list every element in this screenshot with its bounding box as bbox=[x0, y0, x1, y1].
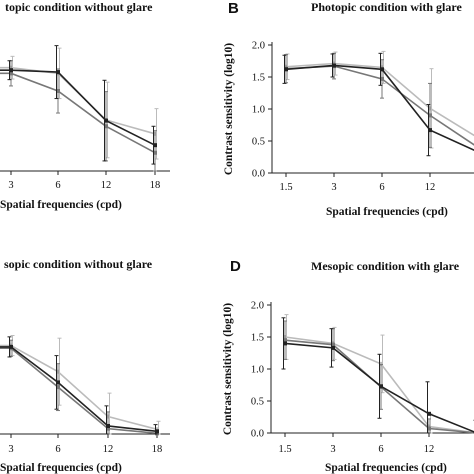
data-point bbox=[106, 423, 110, 428]
x-axis-label: Spatial frequencies (cpd) bbox=[325, 462, 447, 474]
y-tick-label: 0.0 bbox=[251, 429, 264, 440]
panel-title: topic condition without glare bbox=[5, 0, 153, 14]
x-tick-label: 12 bbox=[425, 182, 436, 193]
data-point bbox=[380, 76, 384, 81]
data-point bbox=[283, 341, 287, 346]
data-point bbox=[56, 88, 60, 93]
panel-a: topic condition without glare 3 6 12 18 Spati… bbox=[0, 0, 170, 211]
x-tick-label: 6 bbox=[55, 444, 60, 455]
y-axis-label: Contrast sensitivity (log10) bbox=[223, 43, 235, 175]
x-tick-label: 3 bbox=[8, 180, 13, 191]
y-tick-label: 1.5 bbox=[252, 73, 265, 84]
data-point bbox=[56, 70, 60, 75]
y-tick-label: 1.5 bbox=[251, 333, 264, 344]
data-point bbox=[428, 128, 432, 133]
data-point bbox=[56, 380, 60, 385]
x-tick-label: 3 bbox=[8, 444, 13, 455]
data-point bbox=[427, 411, 431, 416]
data-point bbox=[332, 63, 336, 68]
panel-title: Mesopic condition with glare bbox=[311, 259, 460, 273]
data-point bbox=[155, 429, 159, 434]
x-tick-label: 12 bbox=[101, 180, 112, 191]
data-point bbox=[9, 344, 13, 349]
data-point bbox=[153, 143, 157, 148]
series-2 bbox=[0, 339, 159, 436]
series-line bbox=[0, 72, 156, 154]
series-1 bbox=[282, 52, 474, 157]
y-tick-label: 2.0 bbox=[251, 301, 264, 312]
y-tick-label: 0.5 bbox=[252, 137, 265, 148]
series-1 bbox=[0, 336, 159, 435]
data-point bbox=[56, 385, 60, 390]
data-point bbox=[331, 342, 335, 347]
x-tick-label: 3 bbox=[330, 444, 335, 455]
x-tick-label: 6 bbox=[379, 182, 384, 193]
data-point bbox=[104, 124, 108, 129]
data-point bbox=[153, 150, 157, 155]
panel-letter: B bbox=[228, 0, 239, 17]
data-point bbox=[106, 426, 110, 431]
data-point bbox=[104, 118, 108, 123]
panel-title: Photopic condition with glare bbox=[311, 0, 462, 14]
series-2 bbox=[0, 60, 157, 172]
data-point bbox=[9, 71, 13, 76]
data-point bbox=[379, 361, 383, 366]
y-tick-label: 0.5 bbox=[251, 397, 264, 408]
series-3 bbox=[0, 335, 161, 435]
y-tick-label: 0.0 bbox=[252, 169, 265, 180]
data-point bbox=[284, 67, 288, 72]
x-tick-label: 1.5 bbox=[278, 444, 291, 455]
x-tick-label: 6 bbox=[378, 444, 383, 455]
series-3 bbox=[283, 314, 474, 434]
y-axis-label: Contrast sensitivity (log10) bbox=[222, 303, 234, 435]
x-tick-label: 3 bbox=[331, 182, 336, 193]
data-point bbox=[427, 426, 431, 431]
series-1 bbox=[281, 317, 474, 434]
data-point bbox=[428, 113, 432, 118]
x-tick-label: 18 bbox=[152, 444, 163, 455]
data-point bbox=[283, 338, 287, 343]
y-tick-label: 1.0 bbox=[252, 105, 265, 116]
x-tick-label: 12 bbox=[424, 444, 435, 455]
x-tick-label: 12 bbox=[103, 444, 114, 455]
x-tick-label: 6 bbox=[55, 180, 60, 191]
data-point bbox=[379, 384, 383, 389]
panel-c: sopic condition without glare 3 6 12 18 Spati… bbox=[0, 257, 170, 474]
data-point bbox=[155, 431, 159, 436]
data-point bbox=[155, 427, 159, 432]
x-axis-label: Spatial frequencies (cpd) bbox=[326, 206, 448, 218]
x-axis-label: Spatial frequencies (cpd) bbox=[0, 462, 122, 474]
panel-d: Mesopic condition with glare D 1.5 3 6 12 Spat… bbox=[222, 258, 474, 474]
data-point bbox=[380, 67, 384, 72]
x-tick-label: 1.5 bbox=[279, 182, 292, 193]
series-1 bbox=[0, 45, 157, 165]
x-tick-label: 18 bbox=[150, 180, 161, 191]
x-axis-label: Spatial frequencies (cpd) bbox=[0, 199, 122, 211]
panel-letter: D bbox=[230, 258, 241, 275]
series-line bbox=[0, 69, 156, 146]
y-tick-label: 2.0 bbox=[252, 41, 265, 52]
y-tick-label: 1.0 bbox=[251, 365, 264, 376]
series-2 bbox=[284, 52, 474, 148]
panel-b: Photopic condition with glare B 1.5 3 6 12 Spa… bbox=[223, 0, 474, 218]
panel-title: sopic condition without glare bbox=[4, 257, 153, 271]
data-point bbox=[9, 68, 13, 73]
data-point bbox=[331, 345, 335, 350]
